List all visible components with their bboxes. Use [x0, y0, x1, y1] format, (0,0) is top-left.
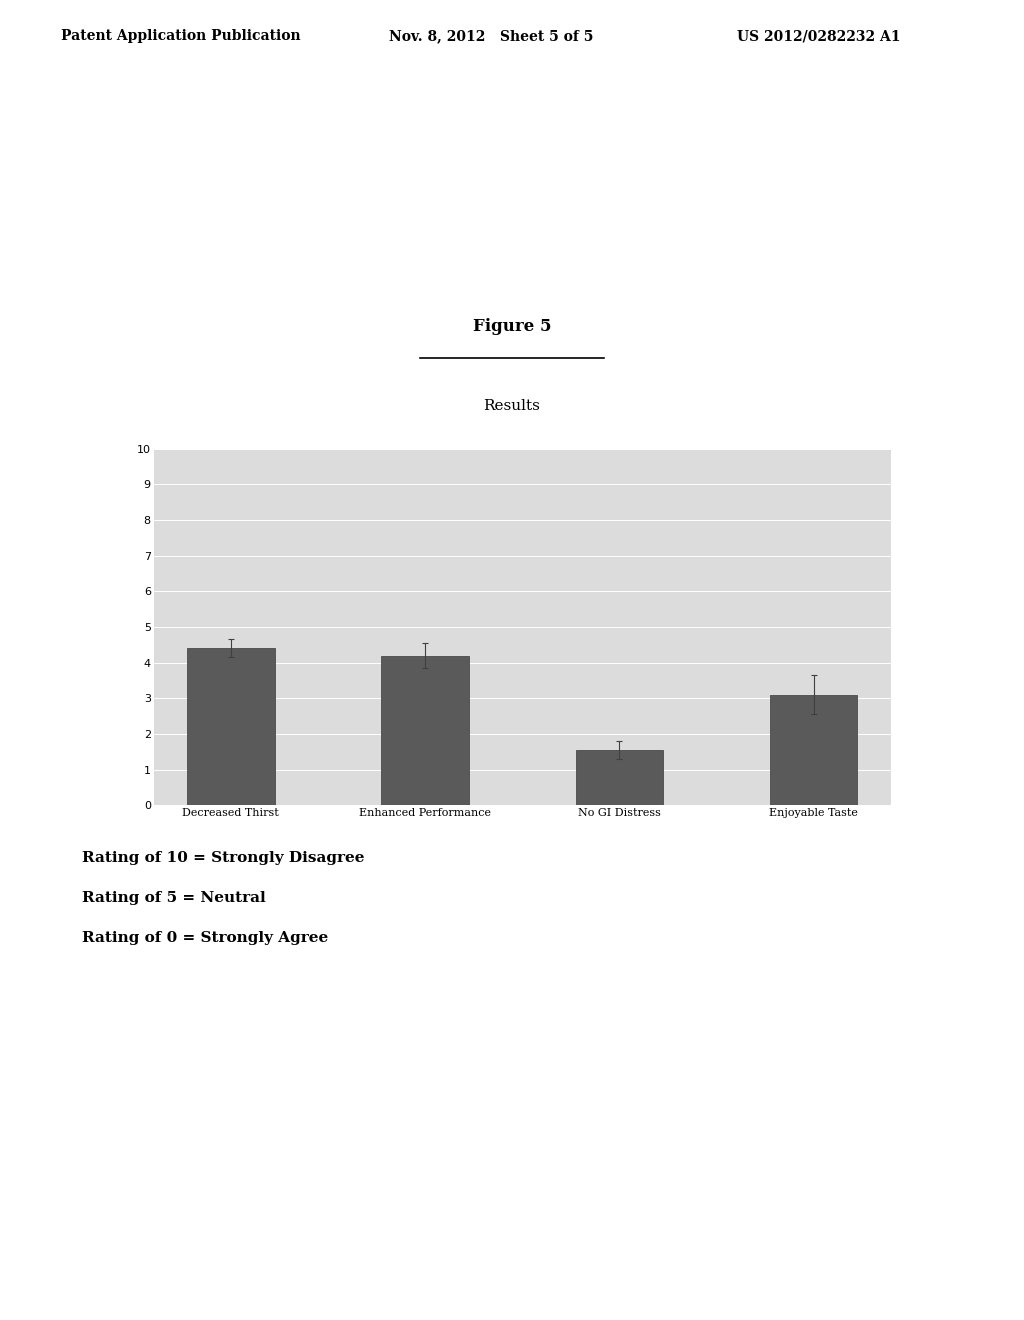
Text: Patent Application Publication: Patent Application Publication: [61, 29, 301, 44]
Bar: [381, 656, 469, 805]
Text: US 2012/0282232 A1: US 2012/0282232 A1: [737, 29, 901, 44]
Text: Results: Results: [483, 399, 541, 413]
Bar: [770, 694, 857, 805]
Bar: [575, 750, 664, 805]
Text: Rating of 0 = Strongly Agree: Rating of 0 = Strongly Agree: [82, 931, 328, 945]
Text: Nov. 8, 2012   Sheet 5 of 5: Nov. 8, 2012 Sheet 5 of 5: [389, 29, 594, 44]
Text: Figure 5: Figure 5: [473, 318, 551, 335]
Bar: [187, 648, 274, 805]
Text: Rating of 5 = Neutral: Rating of 5 = Neutral: [82, 891, 265, 906]
Text: Rating of 10 = Strongly Disagree: Rating of 10 = Strongly Disagree: [82, 851, 365, 866]
